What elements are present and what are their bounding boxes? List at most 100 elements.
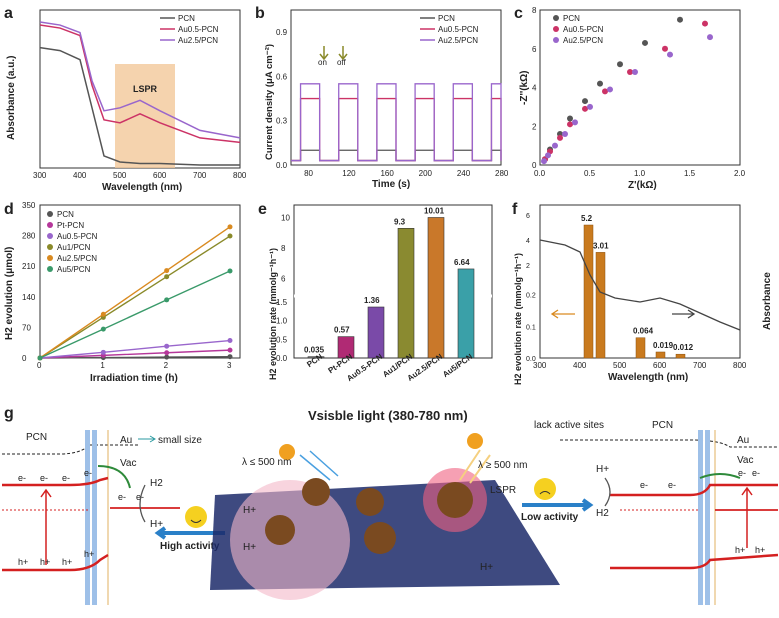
- y-tick-label: 0.0: [526, 356, 536, 363]
- x-tick-label: 600: [153, 171, 167, 180]
- panel-c-point: [562, 131, 568, 137]
- e-label: e-: [752, 468, 760, 478]
- y-tick-label: 4: [532, 84, 537, 93]
- e-label: e-: [118, 492, 126, 502]
- panel-e-ylabel: H2 evolution rate (mmolg⁻¹h⁻¹): [268, 248, 278, 380]
- y-tick-label: 8: [532, 6, 537, 15]
- vb-left: [2, 553, 109, 572]
- panel-d-series-line: [39, 355, 231, 359]
- panel-b-legend: PCN Au0.5-PCN Au2.5/PCN: [420, 14, 479, 45]
- hplus-label: H+: [596, 464, 609, 475]
- panel-d-point: [164, 350, 170, 356]
- vac-label-right: Vac: [737, 455, 754, 466]
- cb-left: [2, 476, 109, 487]
- panel-b-ylabel: Current density (μA cm⁻²): [264, 44, 275, 160]
- absorbance-curve: [539, 239, 741, 331]
- panel-a-legend: PCN Au0.5-PCN Au2.5/PCN: [160, 14, 219, 45]
- panel-e: e 0.035PCN0.57Pt-PCN1.36Au0.5-PCN9.3Au1/…: [258, 201, 493, 383]
- x-tick-label: 200: [419, 169, 433, 178]
- x-tick-label: 600: [653, 361, 667, 370]
- legend-label: Au0.5-PCN: [57, 232, 98, 241]
- x-tick-label: 1: [100, 361, 105, 370]
- legend-label: Au0.5-PCN: [178, 25, 219, 34]
- small-size-label: small size: [158, 435, 202, 446]
- panel-d-legend: PCN Pt-PCN Au0.5-PCN Au1/PCN Au2.5/PCN Au5/PC…: [47, 210, 98, 274]
- bar-value-label: 0.064: [633, 327, 654, 336]
- au-label-right: Au: [737, 435, 749, 446]
- panel-c-legend: PCN Au0.5-PCN Au2.5/PCN: [553, 14, 604, 45]
- panel-d-point: [37, 355, 43, 361]
- x-tick-label: 1.0: [634, 169, 646, 178]
- y-tick-label: 10: [281, 214, 290, 223]
- panel-e-bar: [367, 306, 385, 359]
- panel-d-series-line: [39, 349, 231, 359]
- legend-swatch: [553, 26, 559, 32]
- panel-c-point: [662, 45, 668, 52]
- panel-c-point: [677, 16, 683, 23]
- e-label: e-: [640, 480, 648, 490]
- right-axis-arrow-icon: [672, 309, 696, 319]
- x-tick-label: 0.5: [584, 169, 596, 178]
- y-tick-label: 2: [526, 263, 530, 270]
- interface-bar-2: [92, 430, 97, 605]
- right-band-diagram: lack active sites PCN Au Vac e- e- e- e-…: [534, 420, 779, 605]
- panel-d-xlabel: Irradiation time (h): [90, 373, 178, 384]
- legend-swatch: [47, 244, 53, 250]
- panel-d: d PCN Pt-PCN Au0.5-PCN Au1/PCN Au2.5/PCN Au5/…: [4, 201, 241, 384]
- y-tick-label: 8: [281, 244, 286, 253]
- panel-d-point: [164, 274, 170, 280]
- panel-a-lines: [39, 21, 241, 166]
- x-tick-label: 160: [380, 169, 394, 178]
- legend-label: PCN: [438, 14, 455, 23]
- h2-label-left: H2: [150, 478, 163, 489]
- panel-d-series-line: [39, 339, 231, 359]
- off-arrow-icon: [338, 46, 348, 61]
- panel-g-letter: g: [4, 405, 14, 422]
- panel-d-point: [227, 347, 233, 353]
- panel-e-bar: [397, 228, 415, 359]
- x-tick-label: 500: [613, 361, 627, 370]
- panel-e-yticks: 0.0 0.5 1.0 1.5 6 8 10: [276, 214, 290, 363]
- au-label-left: Au: [120, 435, 132, 446]
- legend-label: PCN: [178, 14, 195, 23]
- panel-c-points: [541, 16, 713, 165]
- panel-c-point: [545, 152, 551, 159]
- y-tick-label: 6: [532, 45, 537, 54]
- panel-d-point: [100, 326, 106, 332]
- e-label: e-: [668, 480, 676, 490]
- x-tick-label: 400: [573, 361, 587, 370]
- hplus-label: H+: [480, 562, 493, 573]
- panel-e-bar: [307, 356, 325, 359]
- panel-c-point: [597, 80, 603, 87]
- panel-b-yticks: 0.0 0.3 0.6 0.9: [276, 28, 288, 170]
- smile-icon: [190, 519, 202, 523]
- excitation-arrow-icon-right: [741, 486, 753, 548]
- panel-c-point: [567, 121, 573, 128]
- panel-a-series-line: [39, 24, 241, 144]
- panel-e-bar: [427, 217, 445, 359]
- panel-b: b on off PCN Au0.5-PCN Au2.5/PCN 80 120 160 2…: [255, 5, 509, 190]
- y-tick-label: 1.0: [276, 317, 288, 326]
- panel-d-point: [164, 268, 170, 274]
- panel-e-letter: e: [258, 201, 267, 218]
- y-tick-label: 70: [22, 323, 31, 332]
- x-tick-label: 300: [533, 361, 547, 370]
- pcn-label-right: PCN: [652, 420, 673, 431]
- panel-c-point: [587, 103, 593, 110]
- panel-d-series-line: [39, 270, 231, 359]
- panel-a-ylabel: Absorbance (a.u.): [6, 56, 17, 140]
- y-tick-label: 0.2: [526, 293, 536, 300]
- happy-face-icon: [185, 506, 207, 528]
- panel-c-point: [541, 158, 547, 165]
- legend-label: Au2.5/PCN: [438, 36, 478, 45]
- panel-b-series-line: [291, 83, 502, 162]
- legend-swatch: [553, 37, 559, 43]
- panel-d-series-line: [39, 226, 231, 359]
- on-arrow-icon: [319, 46, 329, 61]
- panel-g: g Vsisble light (380-780 nm) PCN Au Vac …: [2, 405, 779, 605]
- panel-c-point: [667, 51, 673, 58]
- panel-f-bar: [675, 353, 686, 359]
- x-tick-label: 80: [304, 169, 313, 178]
- legend-label: Au0.5-PCN: [563, 25, 604, 34]
- pcn-label-left: PCN: [26, 432, 47, 443]
